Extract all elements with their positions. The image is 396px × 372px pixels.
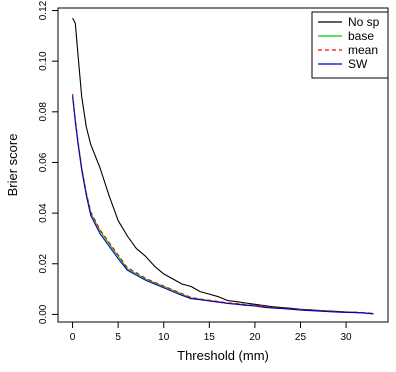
plot-area (57, 7, 389, 323)
legend-box (311, 11, 389, 79)
y-tick-label: 0.02 (38, 254, 49, 274)
legend-label: mean (348, 43, 378, 57)
y-tick-label: 0.04 (38, 203, 49, 223)
y-tick-label: 0.00 (38, 304, 49, 324)
series-line-mean (72, 94, 374, 314)
x-tick-label: 0 (70, 332, 76, 343)
legend-label: No sp (348, 15, 380, 29)
x-tick-label: 10 (158, 332, 170, 343)
y-axis-title: Brier score (5, 134, 20, 197)
series-line-sw (72, 96, 374, 315)
x-tick-label: 5 (115, 332, 121, 343)
x-tick-label: 15 (204, 332, 216, 343)
x-tick-label: 20 (249, 332, 261, 343)
series-line-base (72, 94, 374, 315)
legend-label: base (348, 29, 374, 43)
x-axis: 0 5 10 15 20 25 30 (70, 322, 352, 343)
y-tick-label: 0.12 (38, 0, 49, 20)
x-axis-title: Threshold (mm) (177, 348, 269, 363)
x-tick-label: 30 (341, 332, 353, 343)
plot-frame (57, 7, 389, 323)
y-tick-label: 0.06 (38, 152, 49, 172)
series-layer (72, 17, 374, 315)
x-tick-label: 25 (295, 332, 307, 343)
y-axis: 0.00 0.02 0.04 0.06 0.08 0.10 0.12 (38, 0, 58, 324)
y-tick-label: 0.10 (38, 51, 49, 71)
legend-label: SW (348, 57, 368, 71)
y-tick-label: 0.08 (38, 102, 49, 122)
